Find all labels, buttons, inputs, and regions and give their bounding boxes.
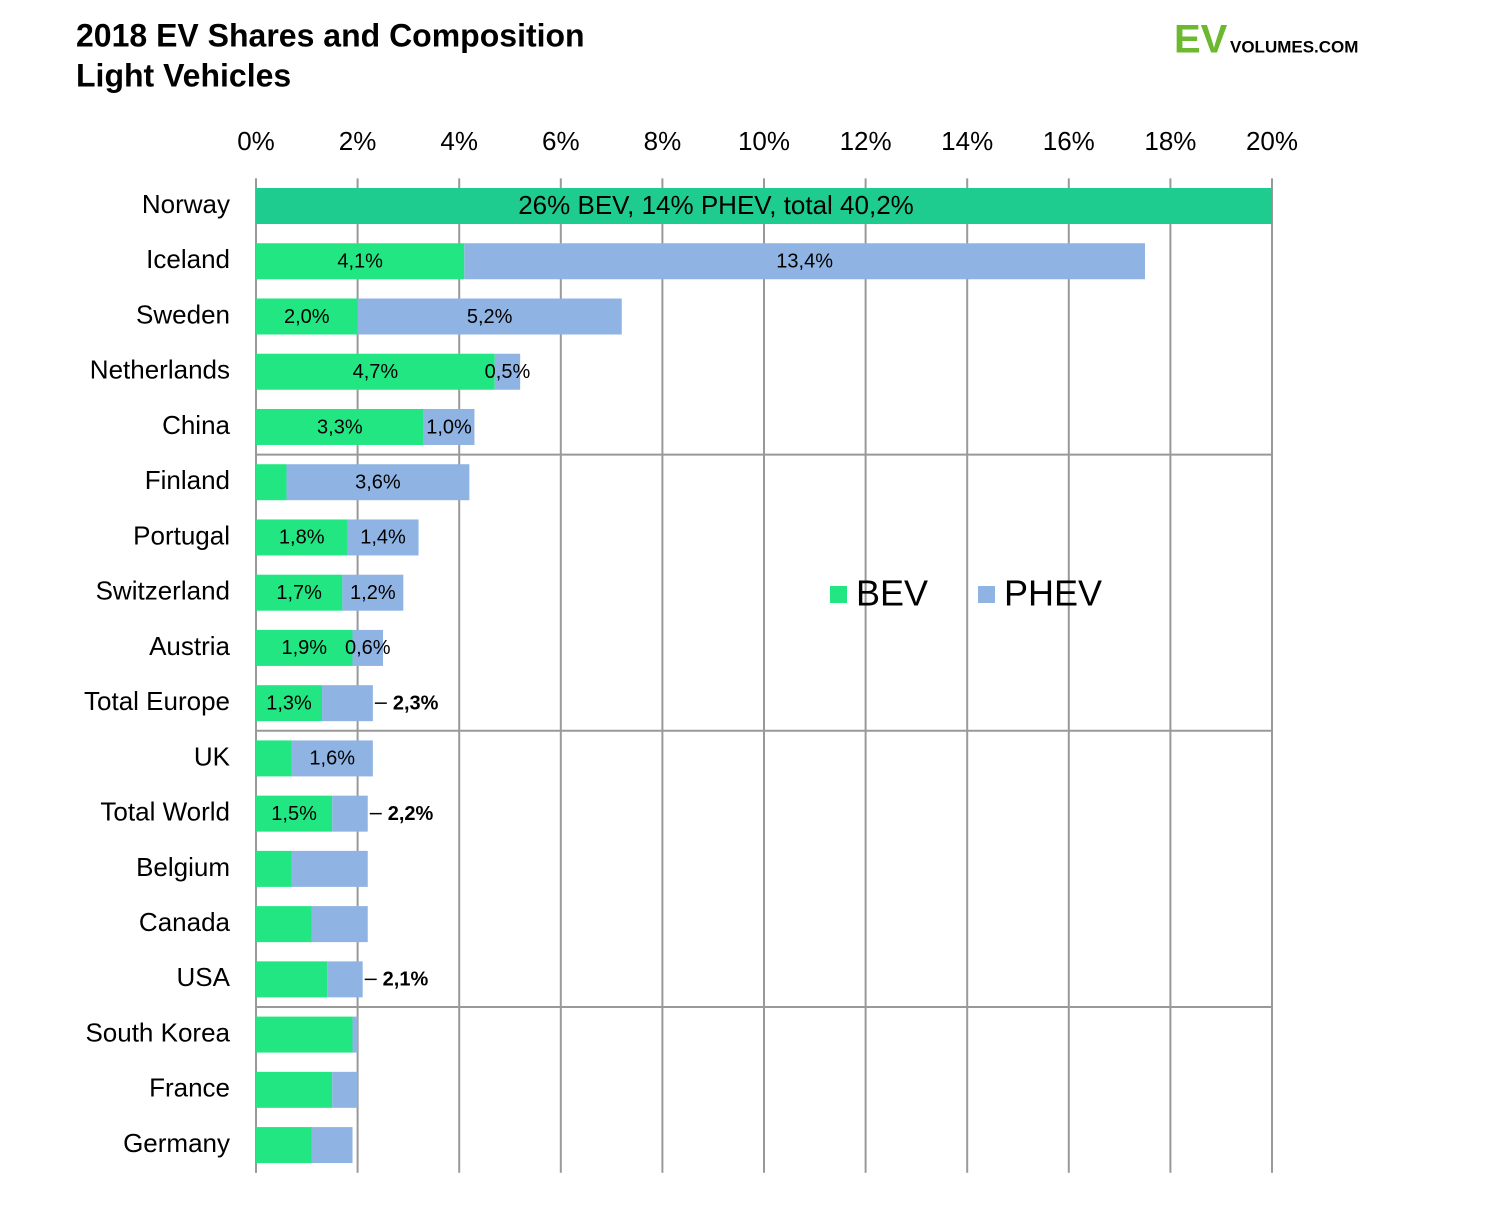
bar-segment [494,353,521,390]
legend-label: PHEV [1004,573,1102,614]
bar-segment [311,1127,353,1164]
value-label: 13,4% [776,251,833,273]
bar-segment [256,1016,353,1053]
labels: 0% 2% 4% 6% 8% 10% 12% 14% 16% 18% 20% Norway 26% BE… [84,126,1298,1158]
category-label: Norway [142,189,230,219]
value-label: 3,3% [317,416,363,438]
value-label: 1,2% [350,582,396,604]
bar-segment [256,629,353,666]
bar-segment [256,298,358,335]
value-label: 1,5% [271,803,317,825]
value-label: 0,6% [345,637,391,659]
legend-label: BEV [856,573,928,614]
bar-segment [286,464,470,501]
chart-subtitle: Light Vehicles [76,57,291,93]
bar-segment [256,850,292,887]
bar-segment [291,850,368,887]
value-label: 1,8% [279,527,325,549]
bar-segment [342,574,404,611]
bar-segment [327,961,363,998]
legend-swatch [978,586,995,603]
bar-segment [256,574,343,611]
bar-segment [256,961,328,998]
category-label: USA [177,962,231,992]
bar-segment [322,685,373,722]
category-label: Sweden [136,299,230,329]
value-label: 3,6% [355,471,401,493]
x-tick-label: 2% [339,126,377,156]
x-tick-label: 18% [1144,126,1196,156]
value-label: 1,6% [309,748,355,770]
value-label: 5,2% [467,306,513,328]
value-label: 2,0% [284,306,330,328]
bar-segment [256,1127,312,1164]
category-label: Belgium [136,852,230,882]
category-label: France [149,1073,230,1103]
bars [256,188,1272,1164]
category-label: Total World [100,797,230,827]
highlight-label: 26% BEV, 14% PHEV, total 40,2% [518,190,914,220]
bar-segment [256,740,292,777]
total-label: 2,3% [393,692,439,714]
category-label: Netherlands [90,355,230,385]
value-label: 1,3% [266,692,312,714]
category-label: Canada [139,907,231,937]
category-label: Portugal [133,520,230,550]
bar-segment [352,1016,358,1053]
grid [255,178,1273,1173]
category-label: Germany [123,1128,230,1158]
bar-segment [311,906,368,943]
x-tick-label: 8% [644,126,682,156]
value-label: 4,7% [353,361,399,383]
x-tick-label: 4% [440,126,478,156]
category-label: Iceland [146,244,230,274]
bar-segment [256,1071,333,1108]
bar-segment [256,685,323,722]
bar-segment [256,795,333,832]
x-tick-label: 20% [1246,126,1298,156]
category-label: UK [194,741,231,771]
bar-segment [256,906,312,943]
category-label: Austria [149,631,230,661]
bar-segment [256,464,287,501]
value-label: 1,0% [426,416,472,438]
value-label: 1,4% [360,527,406,549]
bar-segment [347,519,419,556]
value-label: 4,1% [337,251,383,273]
value-label: 0,5% [485,361,531,383]
bar-segment [256,408,424,445]
x-tick-label: 12% [840,126,892,156]
bar-segment [256,353,495,390]
value-label: 1,7% [276,582,322,604]
x-tick-label: 14% [941,126,993,156]
logo-main: EV [1174,18,1228,62]
x-tick-label: 16% [1043,126,1095,156]
bar-segment [357,298,622,335]
total-label: 2,2% [388,803,434,825]
x-tick-label: 0% [237,126,275,156]
chart-title: 2018 EV Shares and Composition [76,17,585,53]
category-label: South Korea [85,1017,230,1047]
bar-segment [332,1071,358,1108]
bar-segment [332,795,368,832]
bar-segment [256,188,1272,225]
value-label: 1,9% [281,637,327,659]
logo-suffix: VOLUMES.COM [1230,37,1358,56]
category-label: Total Europe [84,686,230,716]
bar-segment [352,629,383,666]
total-label: 2,1% [383,969,429,991]
legend-swatch [830,586,847,603]
category-label: Switzerland [96,576,230,606]
bar-segment [291,740,373,777]
bar-segment [464,243,1145,280]
category-label: Finland [145,465,230,495]
bar-segment [256,243,465,280]
x-tick-label: 10% [738,126,790,156]
x-tick-label: 6% [542,126,580,156]
category-label: China [162,410,230,440]
bar-segment [256,519,348,556]
bar-segment [423,408,475,445]
